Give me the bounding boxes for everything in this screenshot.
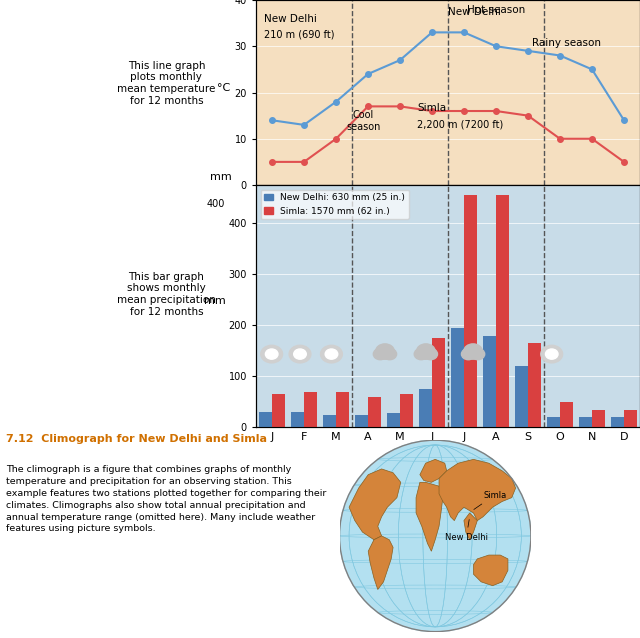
Ellipse shape <box>339 440 531 632</box>
Polygon shape <box>349 469 401 540</box>
Polygon shape <box>439 459 516 521</box>
Bar <box>419 389 432 427</box>
Bar <box>483 336 496 427</box>
Circle shape <box>541 345 563 363</box>
Circle shape <box>545 349 558 359</box>
Text: 400: 400 <box>207 199 225 209</box>
Polygon shape <box>420 459 447 482</box>
Circle shape <box>417 344 435 359</box>
Text: 7.12  Climograph for New Delhi and Simla: 7.12 Climograph for New Delhi and Simla <box>6 434 268 444</box>
Polygon shape <box>464 513 477 540</box>
Text: mm: mm <box>210 172 232 182</box>
Bar <box>259 412 272 427</box>
Bar <box>592 410 605 427</box>
Polygon shape <box>416 482 443 551</box>
Legend: New Delhi: 630 mm (25 in.), Simla: 1570 mm (62 in.): New Delhi: 630 mm (25 in.), Simla: 1570 … <box>260 189 409 219</box>
Circle shape <box>373 348 387 360</box>
Circle shape <box>471 348 484 360</box>
Bar <box>291 412 304 427</box>
Polygon shape <box>474 555 508 586</box>
Bar <box>368 397 381 427</box>
Bar <box>304 392 317 427</box>
Text: 210 m (690 ft): 210 m (690 ft) <box>264 29 334 39</box>
Text: New Delhi: New Delhi <box>264 14 317 24</box>
Text: This line graph
plots monthly
mean temperature
for 12 months: This line graph plots monthly mean tempe… <box>117 61 216 106</box>
Circle shape <box>424 348 438 360</box>
Polygon shape <box>368 536 393 590</box>
Bar <box>624 410 637 427</box>
Bar <box>496 195 509 427</box>
Bar <box>400 394 413 427</box>
Bar <box>560 402 573 427</box>
Circle shape <box>294 349 307 359</box>
Bar <box>451 328 464 427</box>
Text: Simla: Simla <box>417 103 447 113</box>
Bar <box>579 417 592 427</box>
Text: Rainy season: Rainy season <box>532 38 602 48</box>
Circle shape <box>461 348 476 360</box>
Bar <box>547 417 560 427</box>
Bar <box>355 415 368 427</box>
Circle shape <box>321 345 342 363</box>
Bar <box>528 343 541 427</box>
Bar <box>432 338 445 427</box>
Bar <box>323 415 336 427</box>
Circle shape <box>289 345 311 363</box>
Bar <box>272 394 285 427</box>
Text: New Delhi: New Delhi <box>445 519 488 542</box>
Text: The climograph is a figure that combines graphs of monthly
temperature and preci: The climograph is a figure that combines… <box>6 465 327 533</box>
Bar <box>464 195 477 427</box>
Text: This bar graph
shows monthly
mean precipitation
for 12 months: This bar graph shows monthly mean precip… <box>117 272 216 316</box>
Bar <box>336 392 349 427</box>
Text: Hot season: Hot season <box>467 5 525 15</box>
Bar <box>387 413 400 427</box>
Circle shape <box>383 348 397 360</box>
Circle shape <box>376 344 394 359</box>
Circle shape <box>414 348 428 360</box>
Bar <box>611 417 624 427</box>
Y-axis label: mm: mm <box>204 296 225 306</box>
Circle shape <box>463 344 483 359</box>
Circle shape <box>266 349 278 359</box>
Y-axis label: °C: °C <box>217 82 230 93</box>
Circle shape <box>260 345 283 363</box>
Text: 2,200 m (7200 ft): 2,200 m (7200 ft) <box>417 120 504 130</box>
Bar <box>515 366 528 427</box>
Text: New Delhi: New Delhi <box>448 7 501 17</box>
Circle shape <box>325 349 338 359</box>
Text: Simla: Simla <box>474 491 506 510</box>
Text: Cool
season: Cool season <box>346 110 381 131</box>
